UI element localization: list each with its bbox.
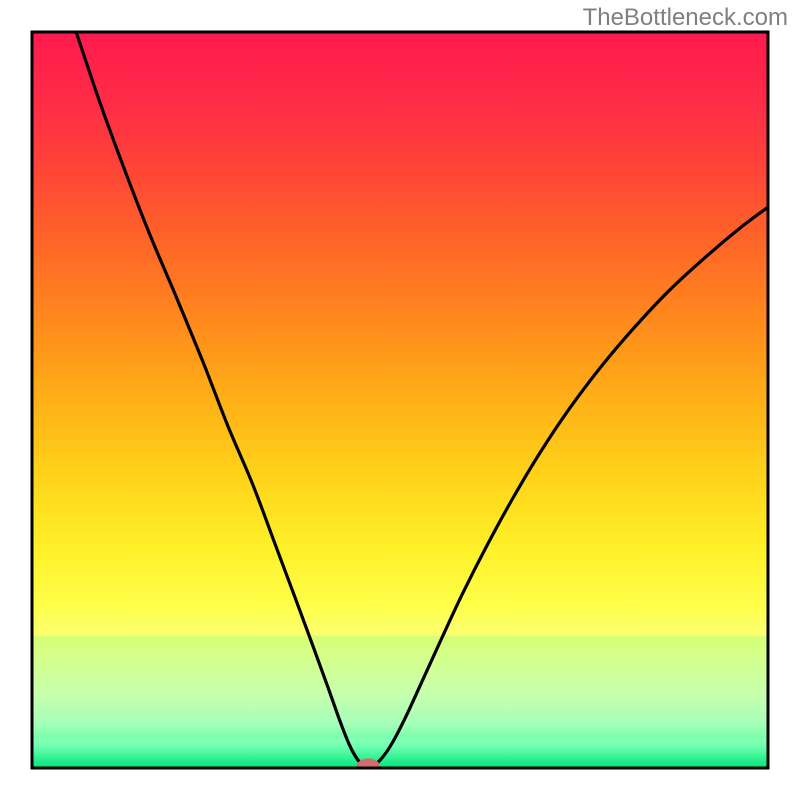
chart-container: TheBottleneck.com <box>0 0 800 800</box>
green-band-1 <box>32 672 768 709</box>
watermark-text: TheBottleneck.com <box>583 4 788 32</box>
green-band-0 <box>32 636 768 673</box>
green-band-2 <box>32 709 768 738</box>
plot-content <box>32 32 768 775</box>
chart-svg <box>0 0 800 800</box>
